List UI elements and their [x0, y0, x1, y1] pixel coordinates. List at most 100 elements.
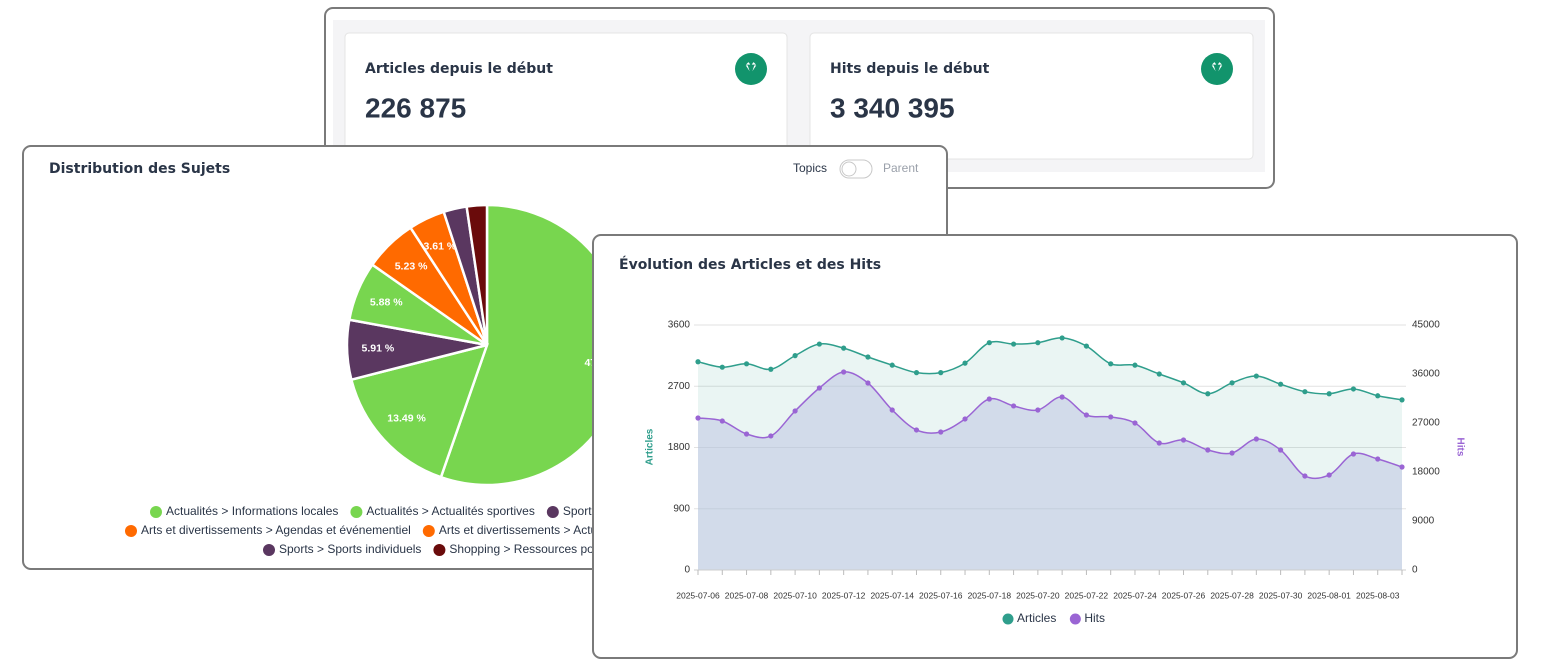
- legend-label: Sport: [563, 504, 592, 518]
- data-point: [913, 370, 920, 376]
- data-point: [1180, 380, 1187, 386]
- legend-swatch: [546, 506, 559, 518]
- kpi-card: [809, 32, 1254, 160]
- x-tick-label: 2025-07-18: [968, 590, 1012, 600]
- series-line: [697, 371, 1403, 480]
- x-tick-label: 2025-07-08: [725, 590, 769, 600]
- y2-tick-label: 9000: [1412, 516, 1435, 527]
- data-point: [986, 340, 992, 346]
- x-tick-label: 2025-07-24: [1113, 590, 1157, 600]
- x-tick-label: 2025-07-12: [822, 590, 866, 600]
- kpi-value: 3 340 395: [830, 92, 955, 123]
- data-point: [1278, 381, 1284, 387]
- data-point: [1156, 371, 1162, 377]
- data-point: [1132, 420, 1138, 426]
- toggle-switch[interactable]: [839, 159, 873, 179]
- y2-tick-label: 27000: [1412, 418, 1440, 429]
- data-point: [1010, 341, 1017, 347]
- x-tick-label: 2025-07-22: [1065, 590, 1109, 600]
- area-fill: [698, 371, 1402, 570]
- data-point: [1132, 362, 1138, 368]
- y-tick-label: 2700: [668, 381, 691, 392]
- data-point: [1229, 450, 1235, 456]
- line-card: Évolution des Articles et des Hits 0 900 1…: [592, 234, 1518, 659]
- toggle-label: Topics: [793, 161, 827, 175]
- data-point: [1326, 472, 1332, 478]
- legend-swatch: [422, 525, 435, 537]
- data-point: [1205, 447, 1211, 453]
- y2-tick-label: 36000: [1412, 369, 1440, 380]
- y-axis-title: Articles: [645, 428, 656, 465]
- data-point: [743, 431, 750, 437]
- data-point: [1035, 340, 1041, 346]
- data-point: [1278, 447, 1284, 453]
- data-point: [1302, 473, 1308, 479]
- x-tick-label: 2025-07-10: [773, 590, 817, 600]
- y2-tick-label: 0: [1412, 565, 1418, 576]
- data-point: [1083, 412, 1090, 418]
- y2-tick-label: 45000: [1412, 320, 1440, 331]
- data-point: [1156, 440, 1162, 446]
- legend-swatch: [433, 544, 446, 556]
- data-point: [1399, 397, 1405, 403]
- data-point: [719, 418, 725, 424]
- data-point: [768, 433, 774, 439]
- legend-swatch: [350, 506, 363, 518]
- kpi-title: Articles depuis le début: [365, 61, 553, 77]
- data-point: [1108, 361, 1114, 367]
- data-point: [1350, 386, 1357, 392]
- data-point: [1302, 389, 1308, 395]
- card-title: Évolution des Articles et des Hits: [619, 256, 881, 273]
- data-point: [816, 341, 822, 347]
- data-point: [962, 360, 968, 366]
- data-point: [1375, 456, 1381, 462]
- y-tick-label: 0: [684, 565, 690, 576]
- legend-label: Actualités > Actualités sportives: [366, 504, 534, 518]
- legend-label: Sports > Sports individuels: [279, 542, 421, 556]
- y-tick-label: 900: [673, 503, 690, 514]
- data-point: [1350, 451, 1357, 457]
- data-point: [719, 364, 725, 370]
- data-point: [962, 416, 968, 422]
- data-point: [889, 407, 895, 413]
- data-point: [841, 369, 847, 375]
- pie-slice: [465, 203, 489, 346]
- legend-label: Arts et divertissements > Agendas et évé…: [141, 523, 411, 537]
- y2-tick-label: 18000: [1412, 467, 1440, 478]
- slice-label: 5.23 %: [395, 260, 428, 272]
- data-point: [695, 415, 701, 421]
- data-point: [1399, 464, 1405, 470]
- data-point: [1253, 436, 1259, 442]
- x-tick-label: 2025-07-28: [1210, 590, 1254, 600]
- data-point: [913, 427, 920, 433]
- data-point: [816, 385, 822, 391]
- kpi-icon: [735, 53, 767, 85]
- data-point: [743, 361, 750, 367]
- data-point: [1326, 391, 1332, 397]
- slice-label: 13.49 %: [387, 413, 426, 425]
- slice-label: 3.61 %: [424, 240, 457, 252]
- kpi-panel: Articles depuis le début 226 875 Hits de…: [324, 7, 1275, 189]
- data-point: [695, 359, 701, 365]
- data-point: [841, 345, 847, 351]
- data-point: [1180, 437, 1187, 443]
- data-point: [865, 354, 871, 360]
- data-point: [865, 380, 871, 386]
- x-tick-label: 2025-07-26: [1162, 590, 1206, 600]
- legend-label: Shopping > Ressources pou: [449, 542, 600, 556]
- x-tick-label: 2025-07-20: [1016, 590, 1060, 600]
- data-point: [1108, 414, 1114, 420]
- card-title: Distribution des Sujets: [49, 161, 230, 177]
- kpi-icon: [1201, 53, 1233, 85]
- data-point: [1010, 403, 1017, 409]
- x-tick-label: 2025-08-03: [1356, 590, 1400, 600]
- slice-label: 5.88 %: [370, 297, 403, 309]
- y2-axis-title: Hits: [1454, 438, 1465, 457]
- data-point: [1059, 394, 1065, 400]
- legend-swatch: [263, 544, 275, 556]
- x-tick-label: 2025-07-06: [676, 590, 720, 600]
- slice-label: 5.91 %: [362, 343, 395, 355]
- data-point: [792, 353, 798, 359]
- data-point: [1253, 373, 1259, 379]
- legend-label: Actualités > Informations locales: [166, 504, 338, 518]
